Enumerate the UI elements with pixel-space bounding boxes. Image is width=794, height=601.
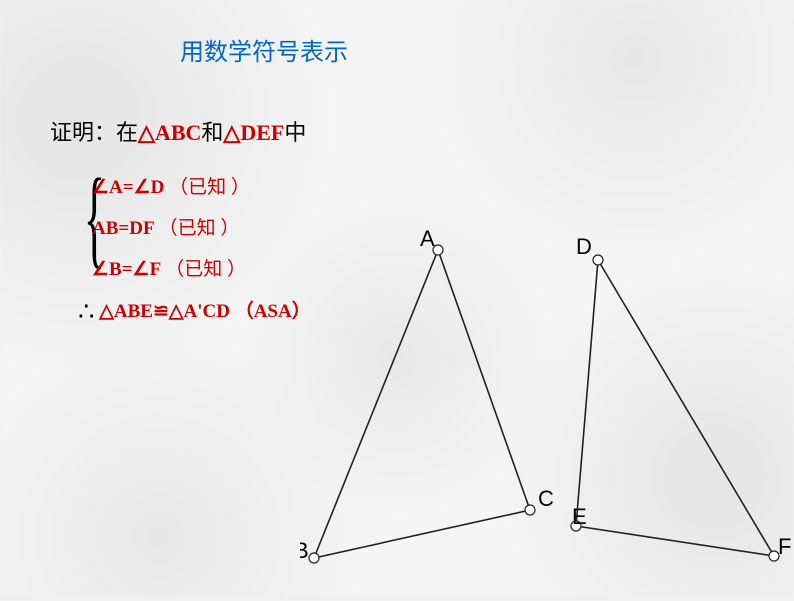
vertex-label-F: F [778, 534, 791, 559]
proof-statement: 证明：在△ABC和△DEF中 [50, 115, 306, 147]
vertex-label-E: E [572, 504, 587, 529]
slide-title: 用数学符号表示 [180, 32, 348, 67]
vertex-label-A: A [420, 230, 435, 251]
diagram-svg: A B C D E F [300, 230, 794, 596]
proof-suffix: 中 [284, 120, 306, 145]
condition-3-note: （已知 ） [165, 259, 246, 280]
condition-1: ∠A=∠D （已知 ） [92, 172, 250, 199]
vertex-label-B: B [300, 538, 309, 563]
condition-3: ∠B=∠F （已知 ） [92, 254, 246, 281]
slide-content: 用数学符号表示 证明：在△ABC和△DEF中 { ∠A=∠D （已知 ） AB=… [0, 0, 794, 596]
triangle [314, 250, 530, 558]
vertex-marker [309, 553, 319, 563]
therefore-symbol: ∴ [78, 297, 95, 326]
triangle [576, 260, 774, 556]
conclusion-text: △ABE≌△A'CD [99, 301, 230, 322]
proof-triangle-2: △DEF [223, 120, 284, 145]
proof-triangle-1: △ABC [138, 120, 201, 145]
condition-2: AB=DF （已知 ） [92, 213, 239, 240]
vertex-marker [525, 505, 535, 515]
proof-prefix: 证明：在 [50, 120, 138, 145]
condition-1-note: （已知 ） [169, 177, 250, 198]
vertex-label-D: D [576, 234, 592, 259]
proof-mid: 和 [201, 120, 223, 145]
condition-3-expr: ∠B=∠F [92, 259, 160, 280]
triangle-diagram: A B C D E F [300, 230, 794, 596]
conclusion: ∴ △ABE≌△A'CD （ASA） [78, 296, 311, 327]
condition-1-expr: ∠A=∠D [92, 177, 164, 198]
vertex-label-C: C [538, 486, 554, 511]
condition-2-note: （已知 ） [159, 218, 240, 239]
condition-2-expr: AB=DF [92, 218, 154, 239]
vertex-marker [593, 255, 603, 265]
